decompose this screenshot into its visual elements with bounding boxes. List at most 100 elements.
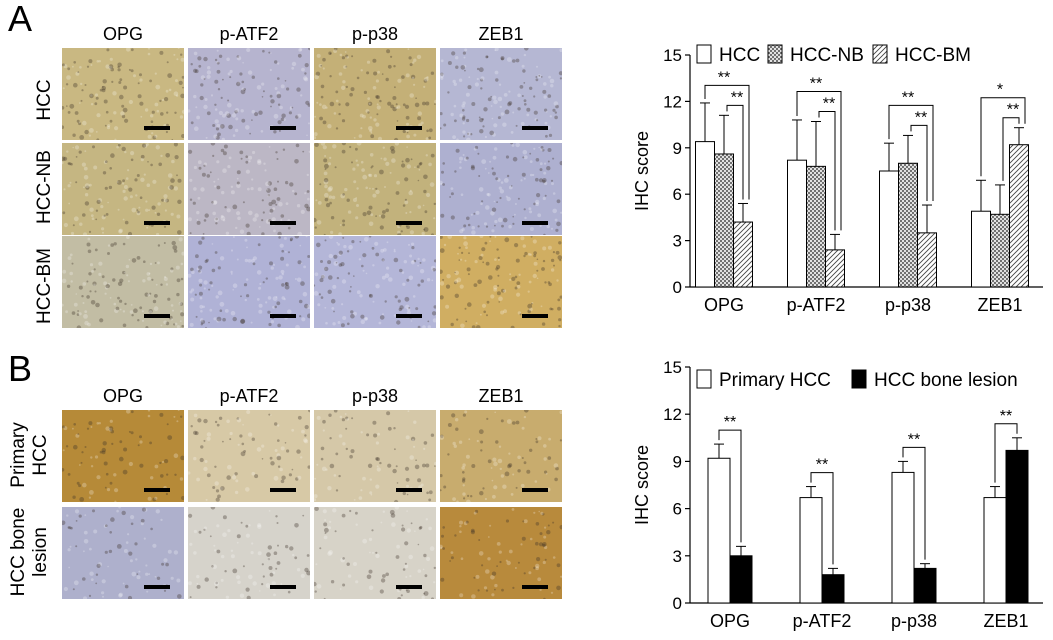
bar bbox=[821, 574, 845, 604]
micrograph-tile bbox=[440, 143, 562, 235]
micrograph-tile bbox=[314, 236, 436, 328]
x-tick-label: ZEB1 bbox=[977, 295, 1022, 315]
y-tick-label: 3 bbox=[673, 547, 682, 566]
micrograph-tile bbox=[440, 48, 562, 140]
significance-bracket bbox=[910, 124, 928, 202]
significance-label: * bbox=[997, 82, 1003, 99]
bar bbox=[917, 232, 937, 288]
panel-a-column-label: ZEB1 bbox=[478, 24, 524, 44]
micrograph-tile bbox=[62, 236, 184, 328]
bar bbox=[1009, 144, 1029, 288]
significance-bracket bbox=[902, 446, 926, 560]
x-tick-label: OPG bbox=[710, 611, 750, 631]
y-tick-label: 3 bbox=[673, 232, 682, 251]
legend-label: Primary HCC bbox=[719, 370, 831, 391]
panel-b-column-label: p-p38 bbox=[351, 386, 399, 406]
y-tick-label: 9 bbox=[673, 452, 682, 471]
scale-bar bbox=[270, 314, 296, 318]
panel-b-column-label: p-ATF2 bbox=[219, 386, 279, 406]
bar bbox=[806, 165, 826, 288]
scale-bar bbox=[396, 314, 422, 318]
bar bbox=[825, 249, 845, 288]
significance-label: ** bbox=[908, 431, 920, 448]
legend-label: HCC bbox=[719, 45, 760, 66]
y-tick-label: 12 bbox=[663, 405, 682, 424]
bar bbox=[733, 221, 753, 288]
significance-label: ** bbox=[731, 89, 743, 106]
x-tick-label: p-ATF2 bbox=[793, 611, 852, 631]
x-tick-label: p-ATF2 bbox=[787, 295, 846, 315]
significance-label: ** bbox=[1000, 408, 1012, 425]
row-label-text: Primary HCC bbox=[8, 422, 51, 488]
significance-bracket bbox=[810, 472, 834, 565]
micrograph-tile bbox=[62, 143, 184, 235]
y-tick-label: 15 bbox=[663, 358, 682, 377]
y-axis-label: IHC score bbox=[632, 131, 652, 211]
significance-bracket bbox=[980, 97, 1026, 177]
panel-a-letter: A bbox=[8, 0, 33, 39]
micrograph-tile bbox=[440, 507, 562, 599]
micrograph-tile bbox=[188, 143, 310, 235]
scale-bar bbox=[396, 221, 422, 225]
micrograph-tile bbox=[62, 410, 184, 502]
x-tick-label: p-p38 bbox=[885, 295, 931, 315]
panel-b-bar-chart: 0 3 6 9 12 15 IHC score OPG p-ATF2 p-p38 ZEB1 ** ** *… bbox=[632, 358, 1043, 631]
panel-b-row-label-bone: HCC bone lesion bbox=[8, 492, 52, 612]
scale-bar bbox=[396, 585, 422, 589]
legend-label: HCC bone lesion bbox=[874, 370, 1018, 391]
x-tick-label: OPG bbox=[704, 295, 744, 315]
panel-a-column-label: OPG bbox=[102, 24, 143, 44]
panel-a-column-label: p-p38 bbox=[351, 24, 399, 44]
significance-label: ** bbox=[718, 69, 730, 86]
scale-bar bbox=[522, 488, 548, 492]
significance-bracket bbox=[818, 111, 836, 231]
significance-label: ** bbox=[724, 414, 736, 431]
panel-b-column-label: ZEB1 bbox=[478, 386, 524, 406]
significance-bracket bbox=[1002, 117, 1020, 181]
panel-b-letter: B bbox=[8, 348, 33, 389]
significance-bracket bbox=[888, 104, 934, 202]
scale-bar bbox=[522, 126, 548, 130]
bar bbox=[879, 170, 899, 288]
bar bbox=[714, 153, 734, 288]
scale-bar bbox=[144, 585, 170, 589]
bar bbox=[729, 555, 753, 604]
scale-bar bbox=[396, 126, 422, 130]
significance-label: ** bbox=[810, 76, 822, 93]
micrograph-tile bbox=[314, 410, 436, 502]
scale-bar bbox=[144, 314, 170, 318]
legend-label: HCC-BM bbox=[895, 45, 971, 66]
scale-bar bbox=[270, 488, 296, 492]
y-tick-label: 6 bbox=[673, 185, 682, 204]
y-tick-label: 6 bbox=[673, 500, 682, 519]
significance-label: ** bbox=[1007, 102, 1019, 119]
micrograph-tile bbox=[314, 48, 436, 140]
legend-swatch bbox=[696, 369, 712, 389]
micrograph-tile bbox=[314, 143, 436, 235]
bar bbox=[971, 210, 991, 288]
panel-b-column-label: OPG bbox=[102, 386, 143, 406]
panel-a-row-label: HCC-BM bbox=[34, 248, 55, 324]
micrograph-tile bbox=[188, 236, 310, 328]
scale-bar bbox=[522, 221, 548, 225]
bar bbox=[990, 213, 1010, 288]
scale-bar bbox=[522, 585, 548, 589]
micrograph-tile bbox=[188, 410, 310, 502]
y-tick-label: 0 bbox=[673, 594, 682, 613]
bar bbox=[695, 141, 715, 288]
legend-label: HCC-NB bbox=[790, 45, 864, 66]
micrograph-tile bbox=[440, 410, 562, 502]
significance-label: ** bbox=[816, 457, 828, 474]
scale-bar bbox=[270, 585, 296, 589]
micrograph-tile bbox=[62, 48, 184, 140]
significance-bracket bbox=[704, 84, 750, 200]
legend-swatch bbox=[872, 44, 888, 64]
bar bbox=[913, 567, 937, 604]
x-tick-label: ZEB1 bbox=[983, 611, 1028, 631]
micrograph-tile bbox=[440, 236, 562, 328]
micrograph-tile bbox=[314, 507, 436, 599]
bar bbox=[898, 162, 918, 288]
significance-label: ** bbox=[902, 89, 914, 106]
bar bbox=[787, 159, 807, 288]
